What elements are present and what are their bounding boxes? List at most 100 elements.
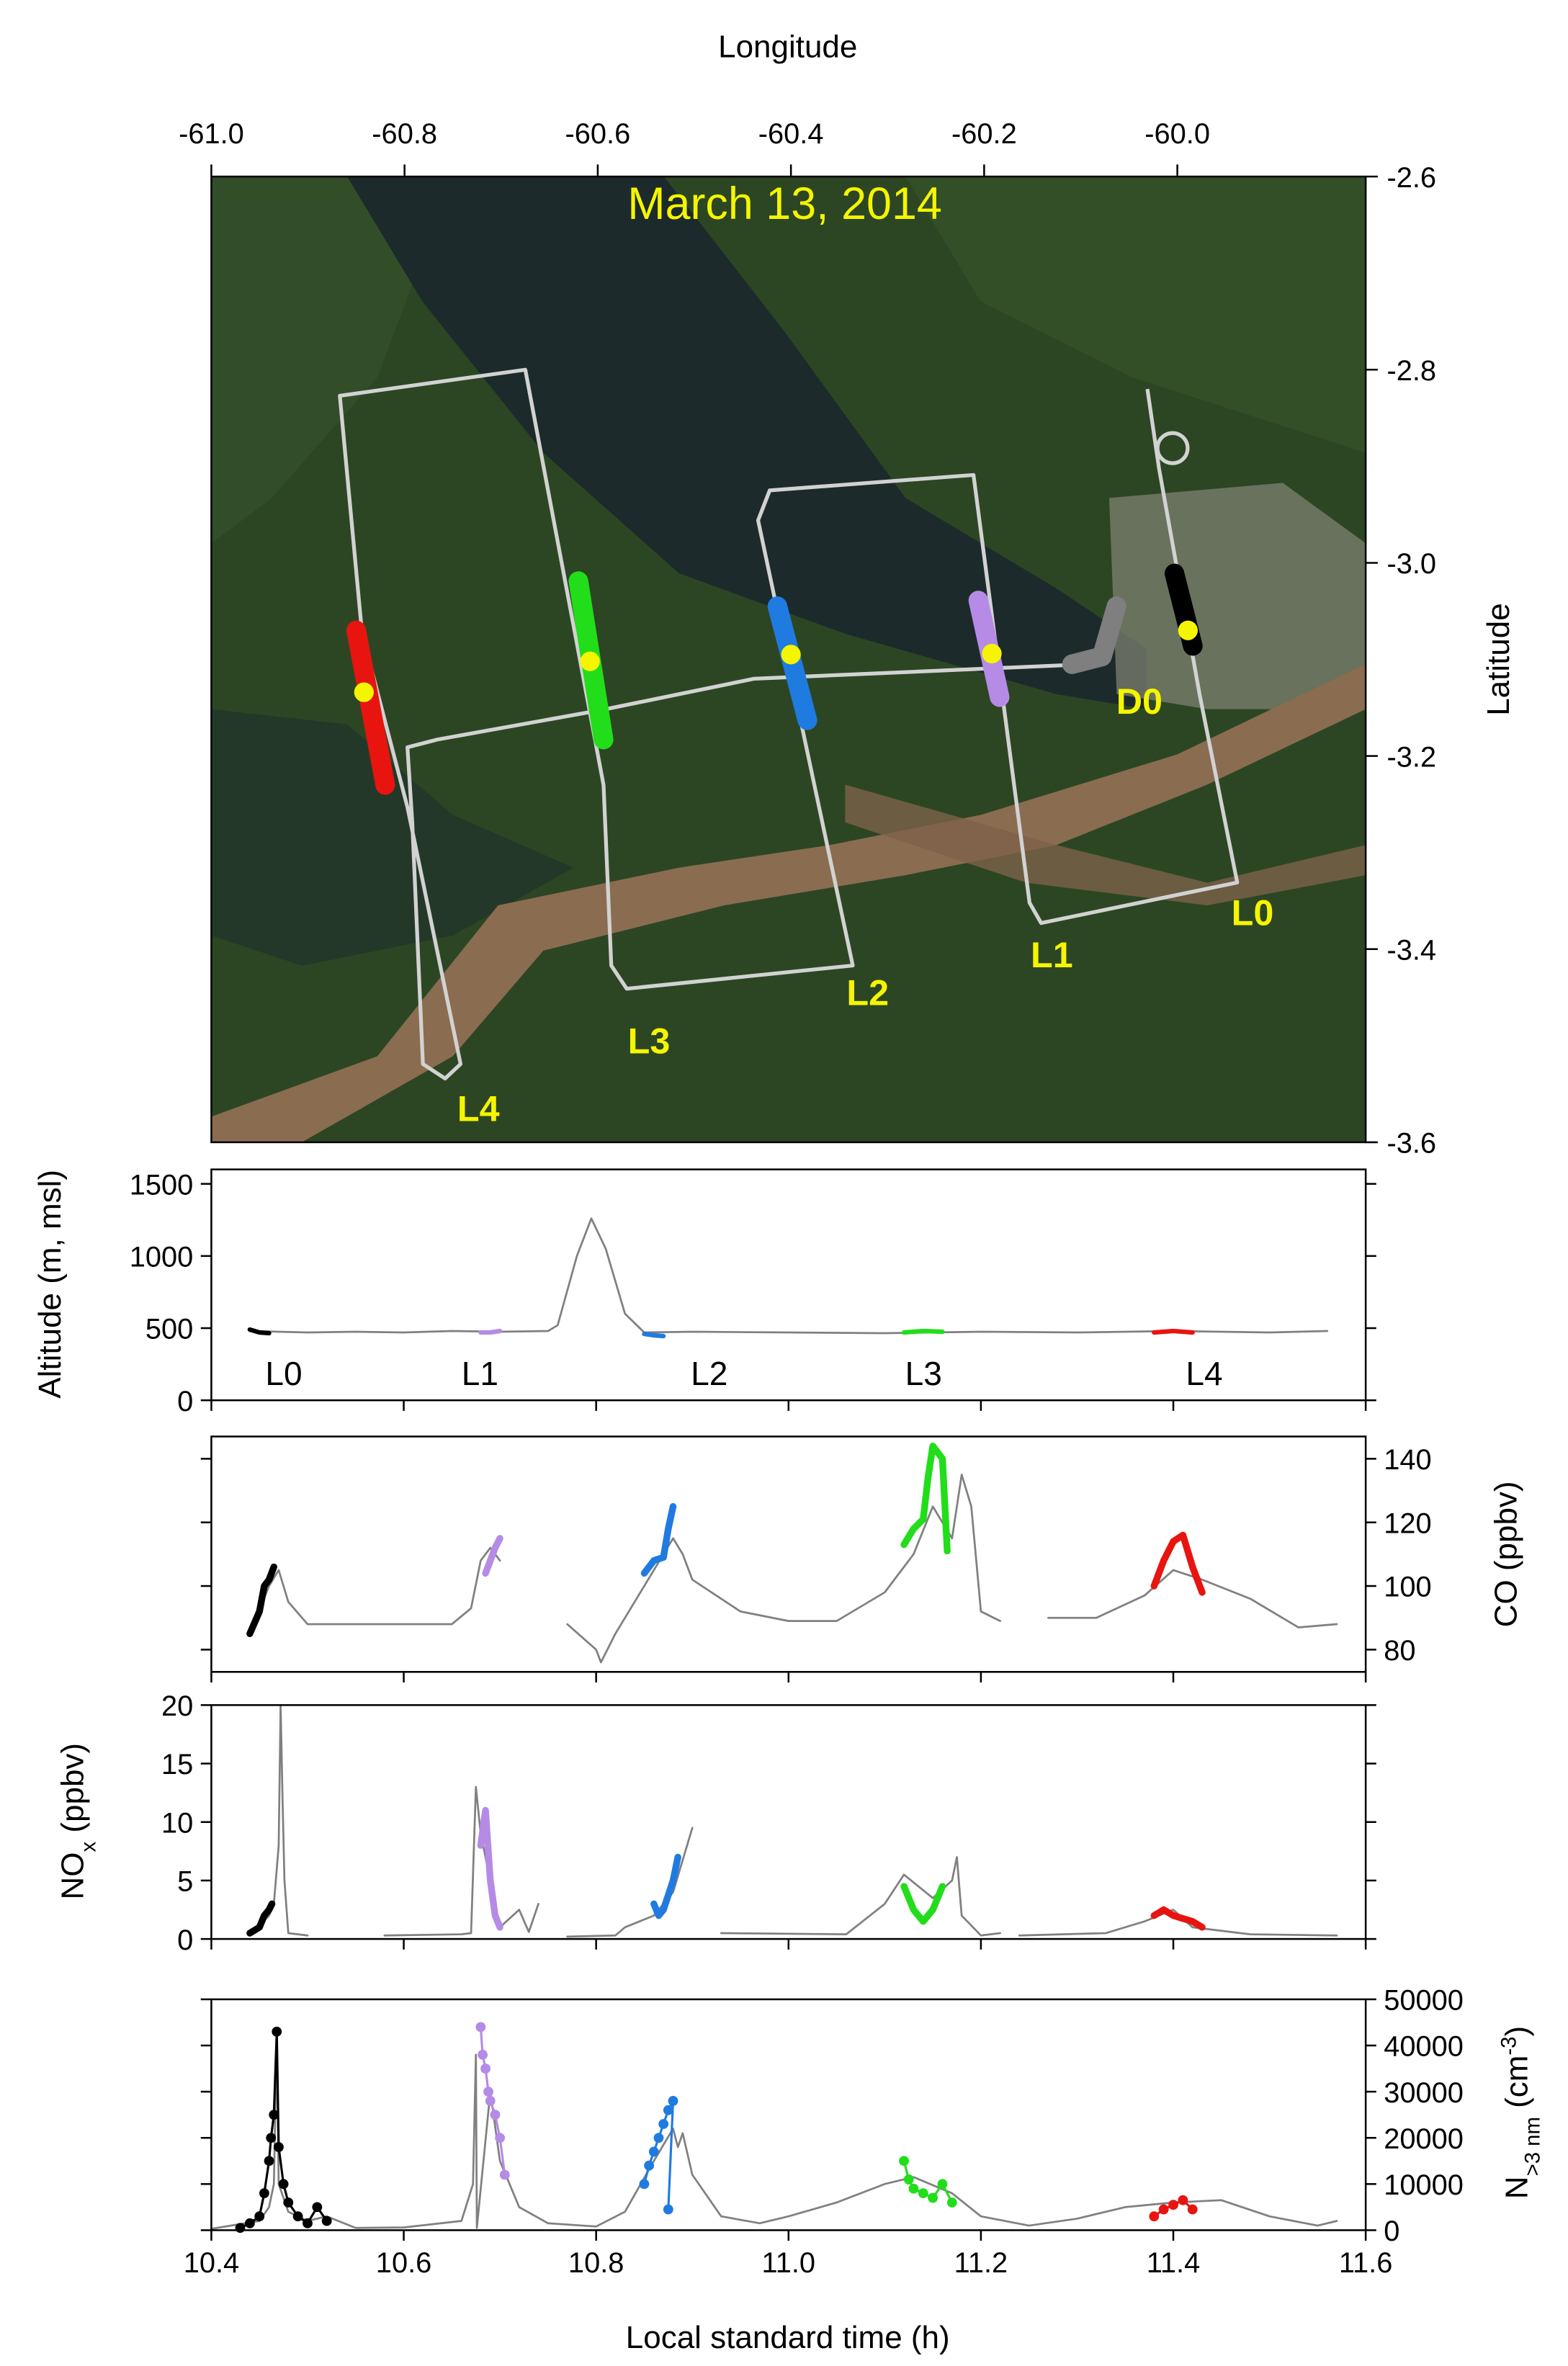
y-tick-label: 20: [161, 1690, 193, 1722]
series-point: [663, 2204, 673, 2215]
series-point: [1158, 2204, 1169, 2215]
series-line: [650, 1853, 681, 1919]
series-point: [918, 2188, 928, 2199]
y-axis-title: N>3 nm (cm-3): [1497, 2026, 1544, 2199]
series-point: [264, 2156, 274, 2166]
x-tick-label: -60.2: [951, 118, 1017, 150]
track-loop: [1155, 431, 1190, 465]
y-axis-title-part: N: [1499, 2176, 1534, 2199]
y-axis-title-part: x: [76, 1841, 100, 1852]
leg-midpoint: [982, 643, 1002, 664]
series-label: L2: [691, 1355, 727, 1392]
series-point: [663, 2105, 673, 2115]
series-point: [668, 2096, 678, 2106]
y-tick-label: 0: [1384, 2215, 1399, 2247]
leg-midpoint: [580, 651, 600, 671]
y-tick-label: 80: [1384, 1635, 1415, 1667]
series-line: [901, 1328, 945, 1335]
series-line: [640, 1502, 677, 1577]
series-point: [490, 2110, 501, 2120]
series-label: L0: [265, 1355, 302, 1392]
panel-frame: [210, 1998, 1367, 2231]
y-tick-label: 5: [177, 1866, 193, 1898]
y-tick-label: -3.6: [1386, 1128, 1436, 1160]
series-line: [642, 2100, 675, 2211]
flight-leg: [346, 620, 395, 795]
leg-label: L0: [1232, 892, 1274, 933]
y-axis-title-part: NO: [55, 1852, 90, 1899]
series-point: [266, 2133, 277, 2143]
series-point: [254, 2211, 265, 2222]
series-point: [908, 2183, 919, 2194]
series-line: [478, 1328, 503, 1335]
y-tick-label: 20000: [1384, 2123, 1464, 2155]
leg-label: D0: [1116, 681, 1162, 722]
series-point: [272, 2026, 282, 2037]
series-line: [248, 1704, 1338, 1938]
x-tick-label: 11.0: [762, 2247, 816, 2279]
series-layer: [211, 1217, 1338, 2233]
x-axis-title: Longitude: [718, 30, 857, 65]
y-axis-title-part: >3 nm: [1520, 2117, 1544, 2176]
y-tick-label: 100: [1384, 1572, 1431, 1603]
series-point: [235, 2223, 246, 2233]
series-line: [211, 2030, 1338, 2230]
series-line: [900, 1883, 946, 1925]
x-tick-label: -60.0: [1144, 118, 1210, 150]
series-point: [639, 2179, 650, 2190]
y-tick-label: 15: [161, 1749, 193, 1780]
series-line: [642, 1331, 666, 1339]
y-axis-title: Altitude (m, msl): [32, 1170, 68, 1399]
series-line: [477, 1806, 503, 1931]
series-point: [903, 2174, 914, 2184]
series-point: [283, 2197, 294, 2208]
y-tick-label: 10000: [1384, 2169, 1464, 2201]
series-point: [478, 2049, 488, 2060]
series-point: [303, 2218, 313, 2228]
panel-frame: [210, 1704, 1367, 1940]
y-axis-title-part: (cm: [1499, 2056, 1534, 2118]
y-tick-label: 50000: [1384, 1985, 1464, 2017]
series-line: [1150, 1906, 1206, 1931]
y-axis-title-part: (ppbv): [55, 1743, 90, 1842]
y-axis-title: CO (ppbv): [1489, 1481, 1524, 1627]
series-point: [653, 2133, 664, 2143]
x-tick-label: 10.8: [568, 2247, 624, 2279]
series-point: [648, 2146, 659, 2157]
x-tick-label: -60.4: [758, 118, 824, 150]
series-line: [248, 1474, 1338, 1664]
y-tick-label: 10: [161, 1807, 193, 1839]
series-line: [1152, 1328, 1195, 1335]
series-point: [899, 2156, 909, 2166]
y-axis-title-part: -3: [1497, 2037, 1520, 2056]
y-tick-label: -2.6: [1386, 162, 1436, 194]
x-tick-label: -60.8: [372, 118, 437, 150]
y-tick-label: -3.0: [1386, 548, 1436, 580]
x-tick-label: -61.0: [179, 118, 244, 150]
series-point: [475, 2022, 486, 2033]
series-point: [1149, 2211, 1160, 2222]
series-label: L4: [1186, 1355, 1222, 1392]
series-point: [259, 2188, 269, 2199]
x-tick-label: -60.6: [565, 118, 631, 150]
flight-track: [338, 367, 1240, 1081]
series-point: [495, 2133, 506, 2143]
y-tick-label: 500: [145, 1314, 193, 1345]
y-tick-label: -2.8: [1386, 355, 1436, 387]
series-point: [937, 2179, 948, 2190]
series-label: L1: [462, 1355, 498, 1392]
series-line: [246, 1900, 276, 1937]
y-tick-label: 0: [177, 1386, 193, 1417]
series-point: [499, 2169, 510, 2180]
y-tick-label: -3.4: [1386, 934, 1436, 966]
series-point: [480, 2063, 490, 2074]
y-tick-label: 0: [177, 1924, 193, 1956]
x-tick-label: 11.6: [1339, 2247, 1393, 2279]
series-point: [485, 2096, 496, 2106]
leg-label: L2: [846, 972, 889, 1013]
series-point: [644, 2160, 655, 2171]
series-point: [1178, 2195, 1188, 2205]
leg-label: L1: [1031, 934, 1073, 975]
